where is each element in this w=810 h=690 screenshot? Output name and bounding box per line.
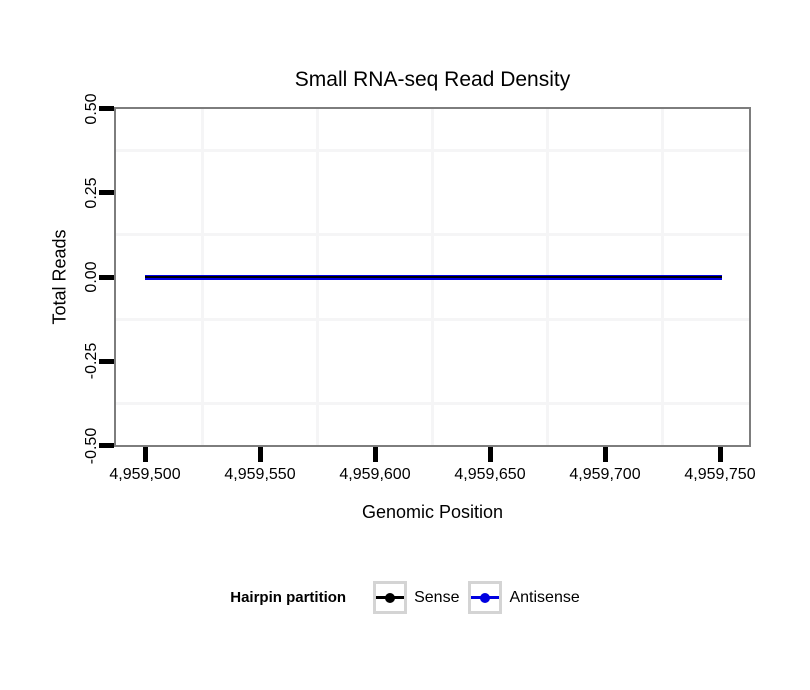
x-axis-tick	[257, 447, 263, 462]
x-axis-tick	[142, 447, 148, 462]
x-tick-label: 4,959,600	[339, 466, 411, 483]
legend-item-antisense: Antisense	[468, 581, 580, 614]
legend-label-antisense: Antisense	[509, 588, 580, 606]
series-line-sense	[145, 275, 723, 279]
x-axis-tick	[717, 447, 723, 462]
y-tick-label: 0.00	[83, 261, 100, 293]
sense-key-dot	[385, 592, 396, 603]
minor-gridline-horizontal	[116, 233, 749, 237]
legend-item-sense: Sense	[373, 581, 459, 614]
x-axis-tick	[487, 447, 493, 462]
x-tick-label: 4,959,700	[569, 466, 641, 483]
minor-gridline-horizontal	[116, 401, 749, 405]
x-axis-tick	[372, 447, 378, 462]
y-axis-tick	[99, 274, 114, 280]
y-axis-title: Total Reads	[49, 229, 70, 325]
y-tick-label: 0.50	[83, 92, 100, 125]
x-tick-label: 4,959,650	[454, 466, 526, 483]
legend: Hairpin partition Sense Antisense	[0, 581, 810, 614]
y-tick-label: -0.25	[83, 343, 100, 380]
x-tick-label: 4,959,500	[109, 466, 181, 483]
minor-gridline-horizontal	[116, 149, 749, 153]
chart-title: Small RNA-seq Read Density	[294, 68, 571, 91]
sense-line-dot-key-icon	[373, 581, 408, 614]
x-axis-title: Genomic Position	[361, 502, 504, 522]
y-tick-label: -0.50	[83, 427, 100, 464]
antisense-key-dot	[480, 592, 491, 603]
x-tick-label: 4,959,750	[684, 466, 756, 483]
x-axis-tick	[602, 447, 608, 462]
y-tick-label: 0.25	[83, 177, 100, 209]
legend-label-sense: Sense	[414, 588, 460, 606]
y-axis-tick	[99, 443, 114, 448]
x-tick-label: 4,959,550	[224, 466, 296, 483]
y-axis-tick	[99, 190, 114, 196]
legend-title: Hairpin partition	[230, 589, 347, 606]
y-axis-tick	[99, 358, 114, 364]
plot-panel-border	[114, 107, 751, 447]
antisense-line-dot-key-icon	[468, 581, 503, 614]
minor-gridline-horizontal	[116, 317, 749, 321]
y-axis-tick	[99, 106, 114, 111]
